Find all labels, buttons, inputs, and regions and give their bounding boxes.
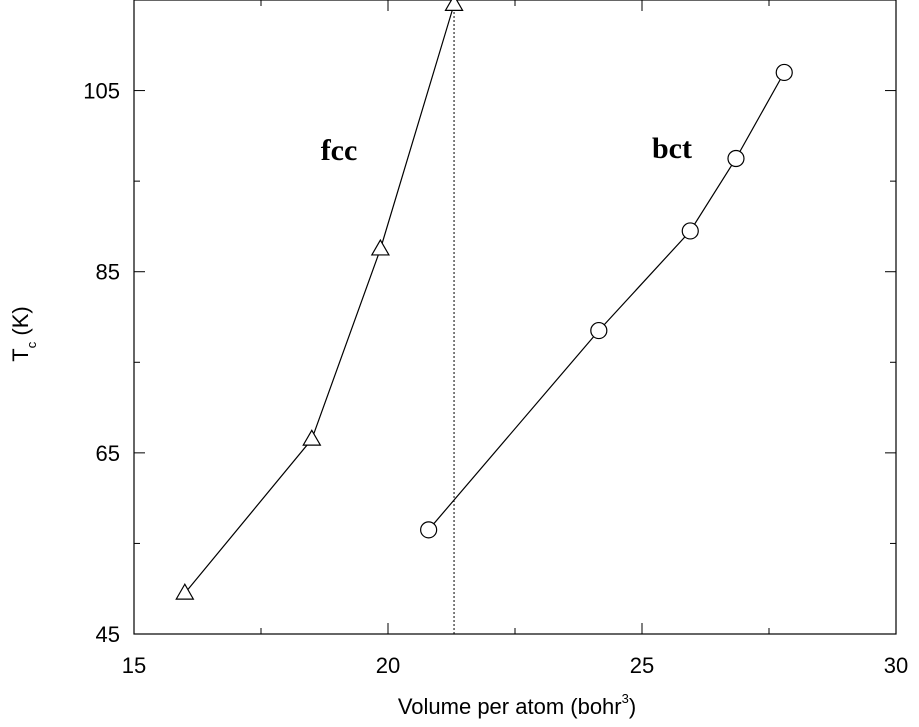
x-tick-label: 25: [630, 653, 654, 678]
y-axis-label: Tc (K): [8, 306, 39, 361]
y-tick-label: 85: [96, 260, 120, 285]
point-fcc: [444, 0, 464, 11]
point-bct: [420, 521, 438, 539]
point-fcc: [175, 583, 195, 600]
series-lines: [184, 4, 785, 594]
axis-ticks: [133, 0, 897, 635]
x-tick-label: 15: [122, 653, 146, 678]
series-label-fcc: fcc: [321, 134, 358, 167]
tick-labels: 15 20 25 30 45 65 85 105: [83, 79, 908, 678]
y-tick-label: 45: [96, 622, 120, 647]
x-tick-label: 30: [884, 653, 908, 678]
y-tick-label: 105: [83, 79, 120, 104]
plot-border: [133, 0, 897, 635]
point-bct: [775, 63, 793, 82]
x-axis-label: Volume per atom (bohr3): [398, 691, 636, 719]
x-tick-label: 20: [376, 653, 400, 678]
point-bct: [681, 222, 699, 240]
series-labels: fcc bct: [321, 132, 692, 167]
series-line-bct: [428, 72, 785, 531]
point-bct: [590, 321, 608, 340]
plot-frame: [133, 0, 897, 635]
y-tick-label: 65: [96, 441, 120, 466]
point-bct: [727, 149, 745, 168]
point-fcc: [302, 429, 322, 446]
series-markers: [175, 0, 793, 600]
series-line-fcc: [184, 4, 455, 594]
series-label-bct: bct: [652, 132, 692, 165]
point-fcc: [370, 238, 390, 256]
